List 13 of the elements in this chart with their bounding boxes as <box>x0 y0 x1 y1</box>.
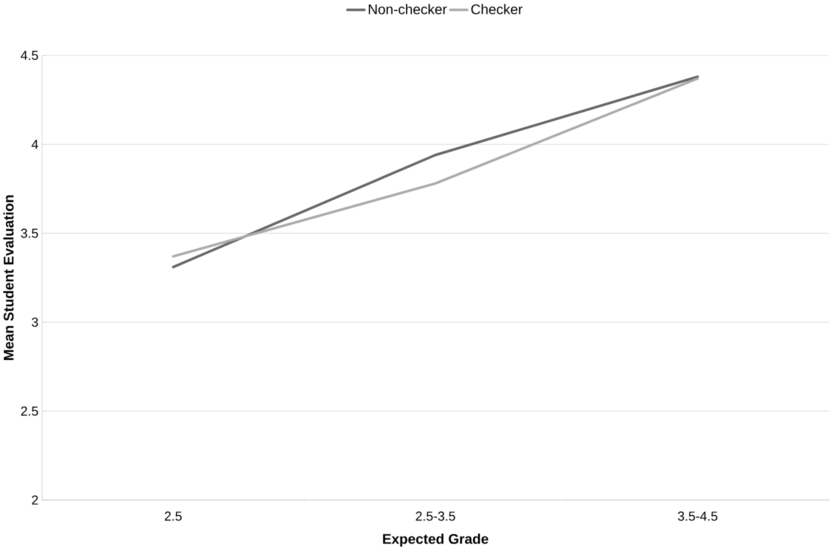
y-tick-label: 4 <box>32 140 38 149</box>
y-tick-label: 2.5 <box>21 406 38 416</box>
x-axis-title: Expected Grade <box>383 534 488 547</box>
y-tick-label: 2 <box>32 495 38 505</box>
x-tick-label: 2.5 <box>164 512 182 521</box>
y-axis-title: Mean Student Evaluation <box>3 195 14 360</box>
y-tick-label: 4.5 <box>20 50 38 60</box>
legend-label: Non-checker <box>368 4 447 14</box>
legend-label: Checker <box>471 4 522 14</box>
x-tick-label: 3.5-4.5 <box>678 512 718 521</box>
y-tick-label: 3 <box>32 318 38 327</box>
y-tick-label: 3.5 <box>20 228 38 238</box>
x-tick-label: 2.5-3.5 <box>416 512 456 521</box>
